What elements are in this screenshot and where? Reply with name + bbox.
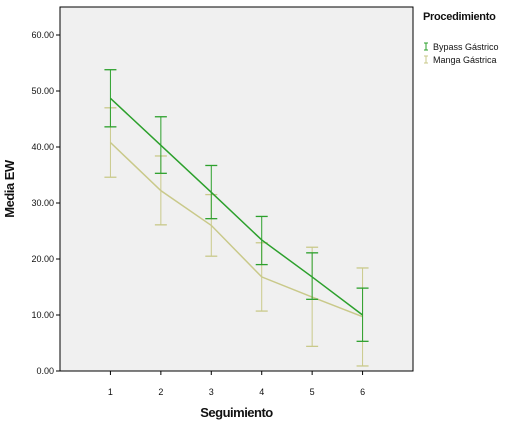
series-bypass-gastrico <box>104 69 369 342</box>
legend-label: Bypass Gástrico <box>433 42 499 52</box>
y-tick-label: 40.00 <box>31 142 54 152</box>
legend-item: Manga Gástrica <box>424 55 497 65</box>
legend-item: Bypass Gástrico <box>424 42 499 52</box>
legend: Procedimiento Bypass Gástrico Manga Gástr… <box>423 11 499 65</box>
x-tick-label: 4 <box>259 387 264 397</box>
y-axis: 0.00 10.00 20.00 30.00 40.00 50.00 60.00 <box>31 30 60 376</box>
y-tick-label: 10.00 <box>31 310 54 320</box>
series-line <box>109 141 363 318</box>
x-tick-label: 3 <box>209 387 214 397</box>
legend-title: Procedimiento <box>423 11 496 23</box>
x-axis-title: Seguimiento <box>200 405 273 420</box>
series-layer <box>104 69 369 367</box>
y-tick-label: 0.00 <box>36 366 54 376</box>
y-tick-label: 20.00 <box>31 254 54 264</box>
y-axis-title: Media EW <box>2 159 17 218</box>
errorbar-symbol-icon <box>424 42 428 51</box>
y-tick-label: 30.00 <box>31 198 54 208</box>
x-tick-label: 2 <box>158 387 163 397</box>
legend-label: Manga Gástrica <box>433 55 497 65</box>
y-tick-label: 60.00 <box>31 30 54 40</box>
errorbar-symbol-icon <box>424 55 428 64</box>
y-tick-label: 50.00 <box>31 86 54 96</box>
x-tick-label: 6 <box>360 387 365 397</box>
series-line <box>109 97 364 316</box>
x-tick-label: 1 <box>108 387 113 397</box>
x-tick-label: 5 <box>310 387 315 397</box>
plot-area <box>59 6 414 372</box>
x-axis: 1 2 3 4 5 6 <box>108 371 365 397</box>
